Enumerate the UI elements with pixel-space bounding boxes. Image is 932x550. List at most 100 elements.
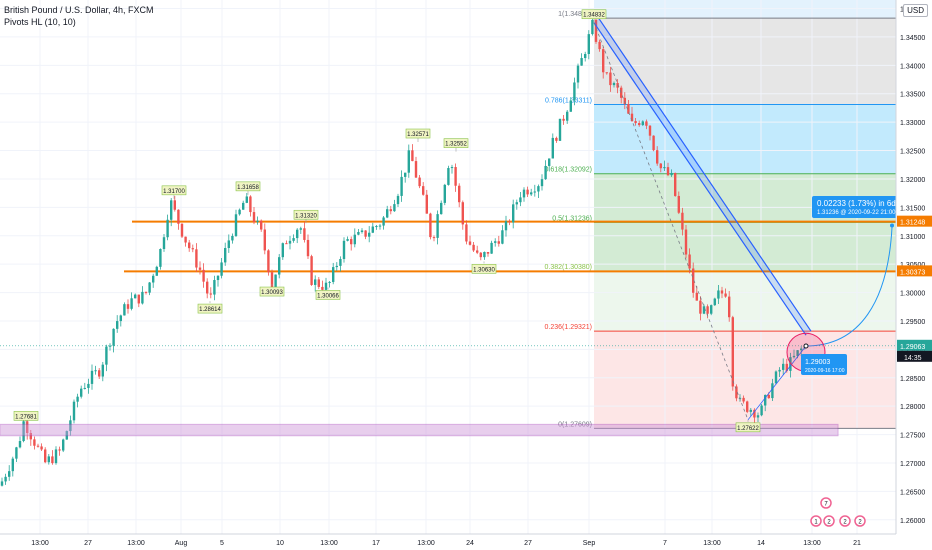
candle-body [188, 242, 191, 249]
candle-body [198, 267, 202, 270]
candle [476, 245, 479, 255]
event-badge-4 [854, 515, 866, 527]
candle-body [54, 449, 58, 464]
candle-body [429, 213, 432, 238]
indicator-label[interactable]: Pivots HL (10, 10) [4, 17, 76, 27]
candle-body [137, 294, 140, 304]
candle [573, 77, 576, 106]
fib-0-label: 0(1.27609) [558, 421, 592, 428]
pivot-label-3: 1.31658 [237, 185, 259, 191]
candle-body [0, 481, 4, 486]
candle-body [342, 240, 346, 260]
candle-body [544, 165, 547, 180]
y-tick-18: 1.26000 [900, 518, 925, 525]
candle-body [616, 82, 619, 88]
candle-body [566, 111, 569, 121]
candle-body [749, 409, 752, 412]
y-tick-6: 1.32000 [900, 177, 925, 184]
candle-body [706, 306, 709, 314]
candle [544, 160, 547, 180]
candle [558, 118, 562, 142]
candle [206, 278, 209, 299]
candle [580, 53, 583, 66]
candle [252, 207, 256, 225]
candle [526, 186, 529, 197]
candle [540, 174, 544, 191]
channel-line-upper [593, 22, 807, 336]
candle [587, 30, 590, 60]
candle-body [274, 274, 277, 288]
pivot-box-8 [443, 138, 469, 148]
fib-zone-fib-05 [594, 222, 896, 271]
candle-body [15, 447, 18, 459]
candle-body [263, 229, 266, 251]
candle-body [98, 370, 101, 377]
candle-body [350, 239, 353, 245]
candle-body [90, 370, 94, 384]
candle-body [465, 224, 468, 242]
candle-body [332, 267, 335, 282]
candle [533, 184, 536, 197]
candle-body [206, 281, 209, 294]
fib-05-label: 0.5(1.31236) [552, 215, 592, 222]
x-tick-7: 17 [372, 540, 380, 547]
candle-body [173, 200, 176, 210]
candle [123, 302, 126, 316]
time-axis-bg [0, 534, 932, 550]
candle-body [602, 49, 605, 73]
candle [36, 443, 40, 448]
candle [296, 228, 299, 244]
fib-zone-fib-0236 [594, 331, 896, 429]
candle-body [530, 192, 533, 195]
candle [177, 209, 180, 230]
candle [198, 261, 202, 275]
candle [263, 223, 266, 255]
pivot-labels: 1.27681 1.28614 1.31700 1.31658 1.31320 1.300… [13, 9, 761, 433]
candle [220, 257, 223, 279]
projection-box [812, 196, 900, 218]
candle [134, 293, 137, 299]
projection-box-line1: 0.02233 (1.73%) in 6d 4h [817, 199, 907, 208]
candle [411, 144, 414, 162]
candle-body [522, 189, 526, 198]
candle [562, 114, 565, 125]
candle-body [418, 177, 421, 187]
candle [598, 39, 601, 52]
current-price-label-bg [897, 339, 932, 351]
candle [396, 193, 400, 208]
candle [425, 189, 428, 214]
candle [245, 192, 248, 204]
candle-body [44, 449, 47, 463]
currency-badge[interactable]: USD [903, 4, 928, 17]
candle-body [303, 228, 306, 240]
candle [292, 234, 295, 243]
candle-body [782, 363, 785, 370]
candle-body [710, 305, 713, 314]
candle-body [497, 241, 500, 244]
x-tick-2: 13:00 [127, 540, 145, 547]
candle [173, 195, 176, 212]
candle-body [321, 286, 324, 290]
candle-body [22, 421, 25, 442]
candle [548, 158, 551, 172]
candle [656, 146, 659, 166]
symbol-title[interactable]: British Pound / U.S. Dollar, 4h, FXCM [4, 5, 154, 15]
candle-body [688, 254, 691, 269]
candle [15, 446, 18, 463]
candle-body [447, 168, 450, 185]
candle-body [29, 433, 32, 440]
candle [184, 236, 187, 247]
candle [792, 349, 796, 359]
candle-body [432, 237, 436, 239]
x-tick-14: 14 [757, 540, 765, 547]
candle-body [440, 202, 443, 215]
drawings[interactable]: 0.02233 (1.73%) in 6d 4h 1.31236 @ 2020-0… [0, 18, 907, 437]
candle-body [443, 184, 446, 203]
y-tick-15: 1.27500 [900, 433, 925, 440]
candle-body [202, 269, 205, 282]
current-price-label: 1.29063 [900, 344, 925, 351]
candle [728, 291, 731, 322]
candle [504, 215, 508, 237]
candle [364, 230, 367, 240]
